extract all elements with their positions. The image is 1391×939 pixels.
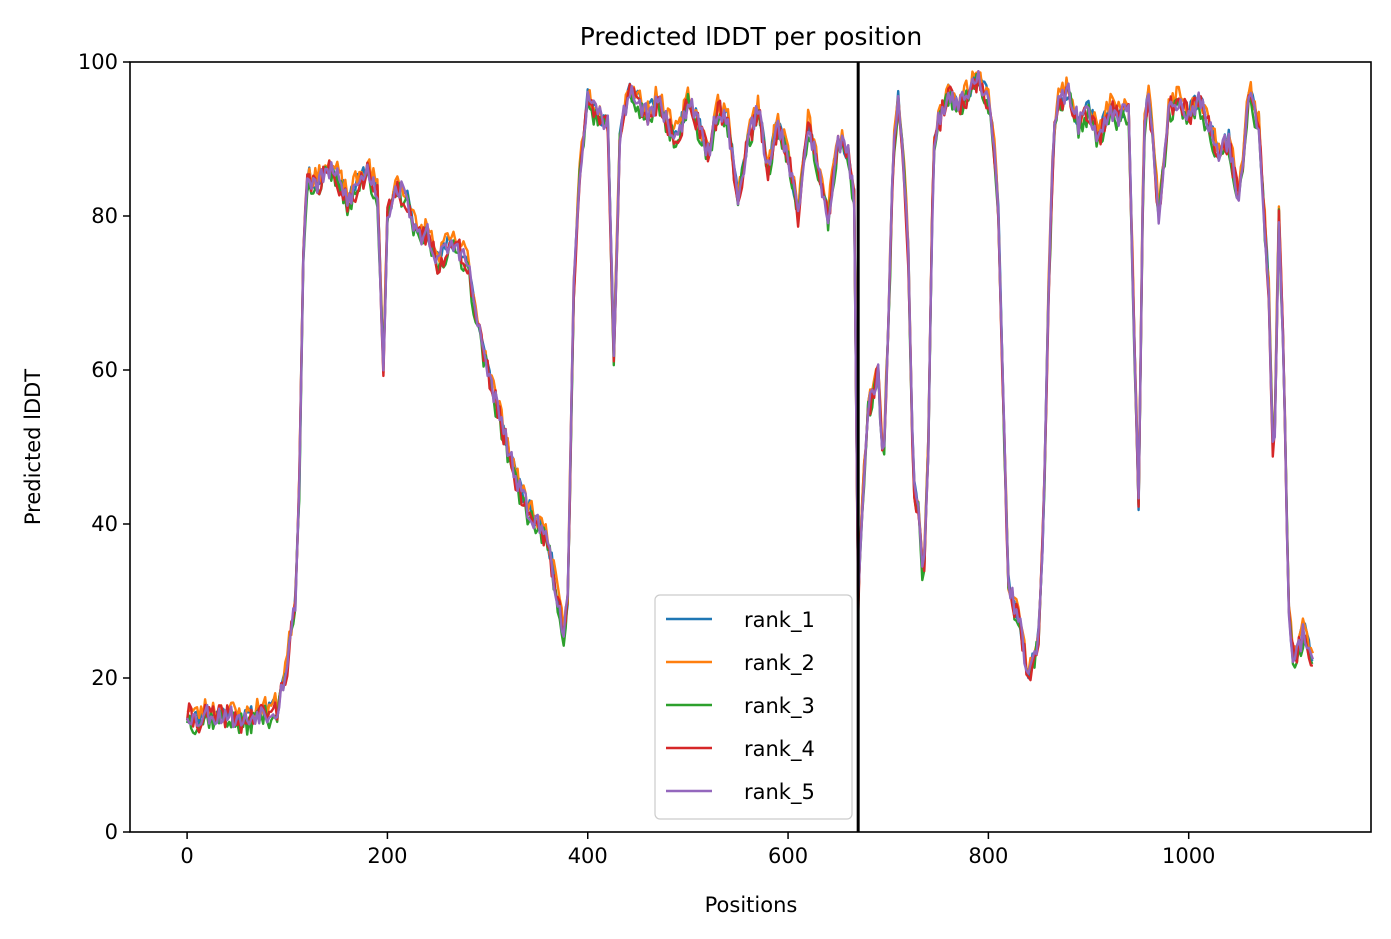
y-tick-label: 80 xyxy=(91,204,118,228)
legend-box xyxy=(654,594,853,820)
y-tick-label: 40 xyxy=(91,512,118,536)
series-line-rank_2 xyxy=(186,70,1315,725)
legend-label-rank_2: rank_2 xyxy=(744,651,815,676)
legend-label-rank_1: rank_1 xyxy=(744,608,815,633)
x-axis-label: Positions xyxy=(705,893,798,917)
y-tick-label: 100 xyxy=(78,50,118,74)
series-line-rank_5 xyxy=(185,70,1315,729)
x-tick-label: 0 xyxy=(180,844,193,868)
series-line-rank_3 xyxy=(185,73,1314,736)
x-tick-label: 400 xyxy=(568,844,608,868)
legend-label-rank_3: rank_3 xyxy=(744,694,815,719)
legend-items: rank_1 rank_2 rank_3 rank_4 rank_5 xyxy=(666,608,815,805)
x-tick-label: 800 xyxy=(968,844,1008,868)
y-tick-label: 60 xyxy=(91,358,118,382)
chart-title: Predicted lDDT per position xyxy=(580,22,922,51)
series-layer xyxy=(185,70,1315,736)
y-tick-label: 0 xyxy=(105,820,118,844)
plot-frame xyxy=(129,61,1372,833)
x-axis: 0 200 400 600 800 1000 xyxy=(180,832,1215,868)
legend-label-rank_4: rank_4 xyxy=(744,737,815,762)
y-axis-label: Predicted lDDT xyxy=(21,369,45,525)
x-tick-label: 1000 xyxy=(1162,844,1215,868)
legend-label-rank_5: rank_5 xyxy=(744,780,815,805)
x-tick-label: 200 xyxy=(367,844,407,868)
y-axis: 0 20 40 60 80 100 xyxy=(78,50,130,844)
y-tick-label: 20 xyxy=(91,666,118,690)
x-tick-label: 600 xyxy=(768,844,808,868)
legend: rank_1 rank_2 rank_3 rank_4 rank_5 xyxy=(654,594,853,820)
